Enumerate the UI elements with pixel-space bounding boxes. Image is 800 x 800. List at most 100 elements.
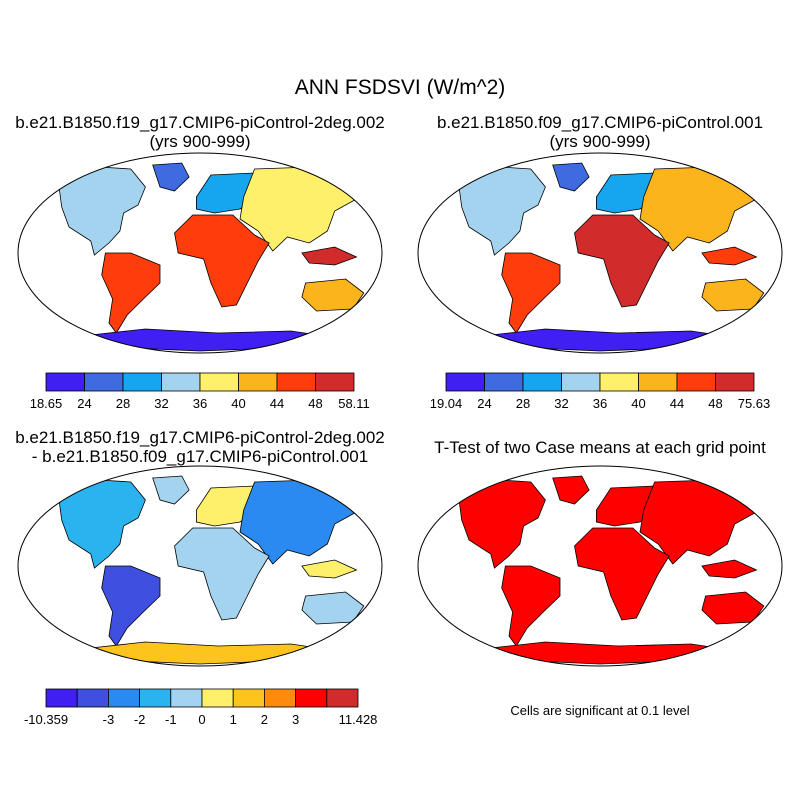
- figure-title: ANN FSDSVI (W/m^2): [294, 76, 506, 99]
- continent-northAmerica: [457, 479, 546, 569]
- continent-africa: [174, 527, 270, 621]
- colorbar-tick-label: 32: [154, 396, 169, 411]
- continent-antarctica: [489, 641, 732, 665]
- continent-maritime: [701, 246, 758, 266]
- colorbar-tick-label: 32: [554, 396, 569, 411]
- colorbar-tick-label: 28: [115, 396, 131, 411]
- colorbar-swatch: [676, 372, 716, 392]
- continent-northAmerica: [57, 479, 146, 569]
- continent-antarctica: [89, 328, 332, 352]
- continent-maritime: [701, 559, 758, 579]
- colorbar-diff: [45, 688, 359, 708]
- continent-southAmerica: [501, 252, 561, 334]
- ttest-footnote: Cells are significant at 0.1 level: [510, 703, 690, 718]
- colorbar-tick-label: 40: [231, 396, 246, 411]
- colorbar-tick-label: 24: [77, 396, 92, 411]
- colorbar-tick-label: -1: [165, 712, 177, 727]
- continent-greenland: [152, 475, 190, 505]
- colorbar-tick-label: 0: [198, 712, 206, 727]
- colorbar-swatch: [139, 688, 172, 708]
- colorbar-swatch: [326, 688, 359, 708]
- colorbar-tick-label: -2: [133, 712, 146, 727]
- colorbar-case1: [45, 372, 355, 392]
- map-border: [417, 465, 783, 667]
- colorbar-swatch: [161, 372, 201, 392]
- colorbar-tick-label: 36: [592, 396, 608, 411]
- continent-greenland: [152, 162, 190, 192]
- panel-diff-title-line2: - b.e21.B1850.f09_g17.CMIP6-piControl.00…: [31, 447, 369, 466]
- colorbar-swatch: [84, 372, 124, 392]
- colorbar-swatch: [263, 688, 296, 708]
- colorbar-swatch: [276, 372, 316, 392]
- continent-southAmerica: [501, 565, 561, 647]
- colorbar-tick-label: 28: [515, 396, 531, 411]
- panel-case1-title-line1: b.e21.B1850.f19_g17.CMIP6-piControl-2deg…: [15, 113, 385, 132]
- colorbar-swatch: [522, 372, 562, 392]
- colorbar-tick-label: 44: [269, 396, 285, 411]
- colorbar-swatch: [315, 372, 355, 392]
- panel-diff-title-line1: b.e21.B1850.f19_g17.CMIP6-piControl-2deg…: [15, 428, 385, 447]
- continent-northAmerica: [57, 166, 146, 256]
- continent-greenland: [552, 162, 590, 192]
- continent-northAmerica: [457, 166, 546, 256]
- colorbar-tick-label: 24: [477, 396, 492, 411]
- colorbar-swatch: [232, 688, 265, 708]
- continent-maritime: [301, 246, 358, 266]
- continent-greenland: [552, 475, 590, 505]
- colorbar-tick-label: 11.428: [338, 712, 378, 727]
- map-ttest: [417, 465, 783, 667]
- colorbar-swatch: [76, 688, 109, 708]
- colorbar-tick-label: -10.359: [23, 712, 69, 727]
- colorbar-swatch: [199, 372, 239, 392]
- continent-antarctica: [89, 641, 332, 665]
- colorbar-tick-label: 58.11: [338, 396, 370, 411]
- colorbar-swatch: [45, 372, 85, 392]
- colorbar-tick-label: 18.65: [29, 396, 63, 411]
- colorbar-swatch: [599, 372, 639, 392]
- colorbar-tick-label: 2: [260, 712, 269, 727]
- continent-africa: [574, 214, 670, 308]
- continent-antarctica: [489, 328, 732, 352]
- panel-ttest-title: T-Test of two Case means at each grid po…: [434, 438, 766, 457]
- map-case2: [417, 152, 783, 354]
- colorbar-tick-label: 3: [291, 712, 300, 727]
- colorbar-swatch: [45, 688, 78, 708]
- colorbar-tick-label: 44: [669, 396, 685, 411]
- panel-case2-title: b.e21.B1850.f09_g17.CMIP6-piControl.001 …: [400, 113, 800, 151]
- colorbar-tick-label: 19.04: [429, 396, 463, 411]
- panel-diff-title: b.e21.B1850.f19_g17.CMIP6-piControl-2deg…: [0, 428, 400, 466]
- colorbar-swatch: [484, 372, 524, 392]
- panel-case1-title-line2: (yrs 900-999): [149, 132, 251, 151]
- map-border: [17, 152, 383, 354]
- colorbar-swatch: [715, 372, 755, 392]
- colorbar-swatch: [638, 372, 678, 392]
- colorbar-case2: [445, 372, 755, 392]
- colorbar-swatch: [445, 372, 485, 392]
- continent-africa: [174, 214, 270, 308]
- colorbar-tick-label: 1: [229, 712, 237, 727]
- continent-southAmerica: [101, 565, 161, 647]
- map-case1: [17, 152, 383, 354]
- colorbar-swatch: [561, 372, 601, 392]
- colorbar-tick-label: 48: [308, 396, 323, 411]
- panel-case2-title-line1: b.e21.B1850.f09_g17.CMIP6-piControl.001: [436, 113, 764, 132]
- colorbar-tick-label: -3: [102, 712, 115, 727]
- colorbar-swatch: [295, 688, 328, 708]
- colorbar-swatch: [170, 688, 203, 708]
- colorbar-swatch: [238, 372, 278, 392]
- colorbar-swatch: [122, 372, 162, 392]
- continent-maritime: [301, 559, 358, 579]
- map-border: [17, 465, 383, 667]
- panel-case2-title-line2: (yrs 900-999): [549, 132, 651, 151]
- panel-case1-title: b.e21.B1850.f19_g17.CMIP6-piControl-2deg…: [0, 113, 400, 151]
- continent-africa: [574, 527, 670, 621]
- map-border: [417, 152, 783, 354]
- continent-southAmerica: [101, 252, 161, 334]
- colorbar-tick-label: 75.63: [737, 396, 771, 411]
- colorbar-swatch: [201, 688, 234, 708]
- colorbar-tick-label: 36: [192, 396, 208, 411]
- colorbar-tick-label: 48: [708, 396, 723, 411]
- map-diff: [17, 465, 383, 667]
- colorbar-tick-label: 40: [631, 396, 646, 411]
